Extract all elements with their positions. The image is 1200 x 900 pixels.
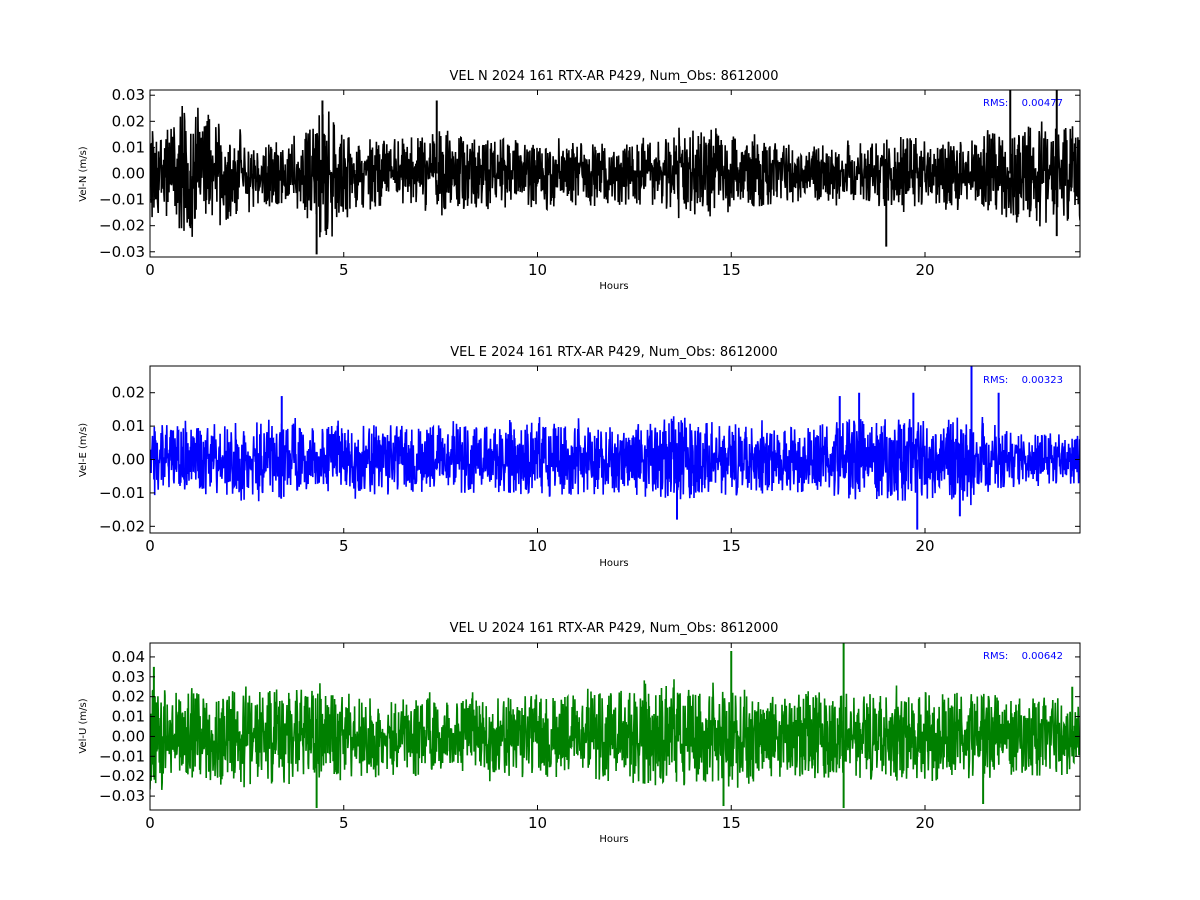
vel-u-series-line bbox=[150, 679, 1080, 790]
vel-u-xtick-label-4: 20 bbox=[915, 814, 934, 832]
vel-n-ytick-label-4: 0.01 bbox=[112, 138, 145, 156]
vel-n-panel: VEL N 2024 161 RTX-AR P429, Num_Obs: 861… bbox=[78, 69, 1081, 292]
vel-u-ylabel: Vel-U (m/s) bbox=[78, 698, 89, 753]
vel-e-ytick-label-0: −0.02 bbox=[99, 517, 145, 535]
vel-u-ytick-label-4: 0.01 bbox=[112, 708, 145, 726]
vel-n-ytick-label-5: 0.02 bbox=[112, 112, 145, 130]
vel-e-ytick-label-3: 0.01 bbox=[112, 417, 145, 435]
vel-u-xtick-label-1: 5 bbox=[339, 814, 349, 832]
vel-u-xtick-label-0: 0 bbox=[145, 814, 155, 832]
vel-e-xlabel: Hours bbox=[599, 558, 628, 569]
vel-e-ylabel: Vel-E (m/s) bbox=[78, 423, 89, 477]
vel-n-xtick-label-2: 10 bbox=[528, 261, 547, 279]
vel-n-series-line bbox=[150, 105, 1080, 238]
vel-u-title: VEL U 2024 161 RTX-AR P429, Num_Obs: 861… bbox=[450, 621, 779, 636]
vel-u-ytick-label-1: −0.02 bbox=[99, 767, 145, 785]
vel-e-xtick-label-1: 5 bbox=[339, 537, 349, 555]
vel-u-rms-label: RMS: bbox=[983, 651, 1008, 662]
vel-n-ytick-label-3: 0.00 bbox=[112, 165, 145, 183]
vel-e-title: VEL E 2024 161 RTX-AR P429, Num_Obs: 861… bbox=[450, 345, 777, 360]
vel-e-axes-frame bbox=[149, 365, 1081, 534]
vel-n-rms-annotation: RMS: 0.00477 bbox=[983, 98, 1063, 109]
vel-e-xtick-label-2: 10 bbox=[528, 537, 547, 555]
vel-e-rms-value: 0.00323 bbox=[1022, 375, 1063, 386]
vel-u-ytick-label-3: 0.00 bbox=[112, 727, 145, 745]
vel-n-ylabel: Vel-N (m/s) bbox=[78, 146, 89, 201]
vel-n-rms-value: 0.00477 bbox=[1022, 98, 1063, 109]
vel-n-xlabel: Hours bbox=[599, 281, 628, 292]
vel-u-xtick-label-3: 15 bbox=[722, 814, 741, 832]
vel-u-rms-annotation: RMS: 0.00642 bbox=[983, 651, 1063, 662]
vel-n-ytick-label-1: −0.02 bbox=[99, 217, 145, 235]
vel-u-ytick-label-0: −0.03 bbox=[99, 787, 145, 805]
vel-n-rms-label: RMS: bbox=[983, 98, 1008, 109]
vel-n-ytick-label-0: −0.03 bbox=[99, 243, 145, 261]
vel-e-xtick-label-3: 15 bbox=[722, 537, 741, 555]
vel-u-ytick-label-2: −0.01 bbox=[99, 747, 145, 765]
vel-e-xtick-label-0: 0 bbox=[145, 537, 155, 555]
vel-u-xtick-label-2: 10 bbox=[528, 814, 547, 832]
vel-e-ytick-label-2: 0.00 bbox=[112, 451, 145, 469]
vel-n-xtick-label-0: 0 bbox=[145, 261, 155, 279]
vel-e-rms-label: RMS: bbox=[983, 375, 1008, 386]
vel-e-ytick-label-1: −0.01 bbox=[99, 484, 145, 502]
vel-n-ytick-label-2: −0.01 bbox=[99, 191, 145, 209]
vel-e-rms-annotation: RMS: 0.00323 bbox=[983, 375, 1063, 386]
vel-e-series-line bbox=[150, 416, 1080, 506]
vel-u-ytick-label-6: 0.03 bbox=[112, 668, 145, 686]
vel-n-xtick-label-3: 15 bbox=[722, 261, 741, 279]
vel-u-rms-value: 0.00642 bbox=[1022, 651, 1063, 662]
vel-e-panel: VEL E 2024 161 RTX-AR P429, Num_Obs: 861… bbox=[78, 345, 1081, 569]
vel-u-ytick-label-5: 0.02 bbox=[112, 688, 145, 706]
vel-e-xtick-label-4: 20 bbox=[915, 537, 934, 555]
vel-u-ytick-label-7: 0.04 bbox=[112, 648, 145, 666]
vel-n-ytick-label-6: 0.03 bbox=[112, 86, 145, 104]
vel-n-xtick-label-4: 20 bbox=[915, 261, 934, 279]
vel-n-title: VEL N 2024 161 RTX-AR P429, Num_Obs: 861… bbox=[450, 69, 779, 84]
vel-u-xlabel: Hours bbox=[599, 834, 628, 845]
vel-u-axes-frame bbox=[149, 642, 1081, 811]
vel-n-xtick-label-1: 5 bbox=[339, 261, 349, 279]
vel-e-ytick-label-4: 0.02 bbox=[112, 384, 145, 402]
vel-u-panel: VEL U 2024 161 RTX-AR P429, Num_Obs: 861… bbox=[78, 621, 1081, 845]
